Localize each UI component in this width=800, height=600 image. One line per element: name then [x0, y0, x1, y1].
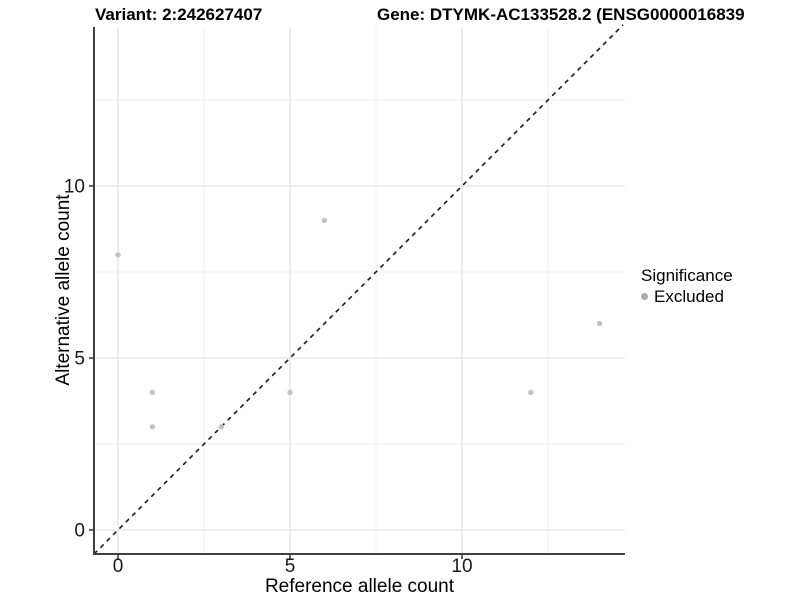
y-tick-label: 10	[64, 177, 85, 198]
x-tick-label: 5	[285, 556, 296, 577]
data-point	[596, 320, 603, 327]
y-tick-label: 0	[74, 521, 85, 542]
data-point	[287, 389, 293, 396]
data-point	[149, 424, 156, 430]
identity-line	[93, 24, 624, 555]
data-point	[321, 217, 328, 224]
y-axis-title: Alternative allele count	[53, 194, 74, 386]
legend-item-excluded: Excluded	[641, 287, 733, 306]
legend-item-label: Excluded	[654, 287, 724, 306]
legend: Significance Excluded	[641, 266, 733, 306]
x-tick-label: 10	[451, 556, 472, 577]
data-point	[218, 424, 224, 430]
y-tick-label: 5	[74, 349, 85, 370]
data-point	[115, 252, 121, 258]
excluded-point-icon	[641, 293, 648, 300]
variant-title: Variant: 2:242627407	[95, 5, 263, 24]
gene-title: Gene: DTYMK-AC133528.2 (ENSG0000016839	[377, 5, 745, 24]
data-point	[528, 389, 534, 396]
x-axis-title: Reference allele count	[264, 576, 455, 597]
data-point	[149, 389, 156, 396]
x-tick-label: 0	[113, 556, 124, 577]
legend-title: Significance	[641, 266, 733, 285]
